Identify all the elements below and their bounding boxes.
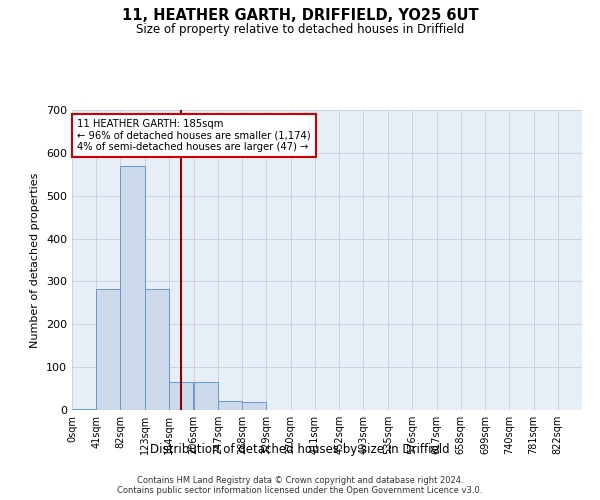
Text: Contains HM Land Registry data © Crown copyright and database right 2024.
Contai: Contains HM Land Registry data © Crown c…	[118, 476, 482, 495]
Bar	[218, 402, 242, 410]
Bar	[242, 402, 266, 410]
Bar	[121, 166, 145, 410]
Bar	[72, 408, 96, 410]
Bar	[96, 288, 121, 410]
Bar	[169, 382, 193, 410]
Text: 11 HEATHER GARTH: 185sqm
← 96% of detached houses are smaller (1,174)
4% of semi: 11 HEATHER GARTH: 185sqm ← 96% of detach…	[77, 119, 311, 152]
Bar	[194, 382, 218, 410]
Y-axis label: Number of detached properties: Number of detached properties	[31, 172, 40, 348]
Bar	[145, 288, 169, 410]
Text: Size of property relative to detached houses in Driffield: Size of property relative to detached ho…	[136, 22, 464, 36]
Text: 11, HEATHER GARTH, DRIFFIELD, YO25 6UT: 11, HEATHER GARTH, DRIFFIELD, YO25 6UT	[122, 8, 478, 22]
Text: Distribution of detached houses by size in Driffield: Distribution of detached houses by size …	[150, 442, 450, 456]
